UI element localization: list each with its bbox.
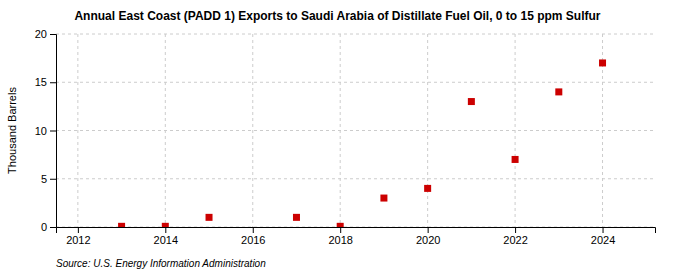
tick: 10 <box>35 125 56 137</box>
tick: 0 <box>41 221 56 233</box>
tick: 5 <box>41 173 56 185</box>
point <box>599 59 606 66</box>
grid-line-x <box>165 34 166 227</box>
grid-line-x <box>77 34 78 227</box>
point <box>512 156 519 163</box>
point <box>337 223 344 227</box>
tick-label: 2022 <box>503 234 527 246</box>
tick-mark <box>515 227 516 233</box>
tick-label: 2020 <box>416 234 440 246</box>
tick: 15 <box>35 76 56 88</box>
tick: 2016 <box>241 227 265 246</box>
chart-svg: 2012 2014 2016 2018 2020 2022 2024 0 5 10 15 20 Annu… <box>0 0 675 275</box>
x-axis: 2012 2014 2016 2018 2020 2022 2024 <box>57 227 656 246</box>
tick-label: 5 <box>41 173 47 185</box>
tick-label: 20 <box>35 28 47 40</box>
point <box>118 223 125 227</box>
grid-line-y <box>56 178 655 179</box>
tick-mark <box>603 227 604 233</box>
tick: 2012 <box>66 227 90 246</box>
point <box>555 88 562 95</box>
grid-line-x <box>515 34 516 227</box>
grid-line-x <box>340 34 341 227</box>
tick: 2018 <box>328 227 352 246</box>
tick-mark <box>340 227 341 233</box>
grid-line-x <box>427 34 428 227</box>
grid-line-x <box>252 34 253 227</box>
tick-mark <box>253 227 254 233</box>
grid-line-y <box>56 82 655 83</box>
y-axis-label: Thousand Barrels <box>6 87 18 174</box>
grid <box>56 34 655 227</box>
point <box>424 185 431 192</box>
tick: 2014 <box>154 227 178 246</box>
tick-mark <box>50 82 56 83</box>
tick: 2022 <box>503 227 527 246</box>
tick-mark <box>50 131 56 132</box>
tick-label: 2012 <box>66 234 90 246</box>
tick-mark <box>50 179 56 180</box>
tick: 2020 <box>416 227 440 246</box>
points <box>118 59 606 227</box>
plot-area: 2012 2014 2016 2018 2020 2022 2024 0 5 10 15 20 <box>35 28 656 246</box>
title: Annual East Coast (PADD 1) Exports to Sa… <box>74 9 600 23</box>
tick-label: 2018 <box>328 234 352 246</box>
tick-mark <box>78 227 79 233</box>
tick-mark <box>50 34 56 35</box>
tick: 20 <box>35 28 56 40</box>
point <box>468 98 475 105</box>
tick-label: 2016 <box>241 234 265 246</box>
tick-mark <box>50 227 56 228</box>
tick-label: 2024 <box>591 234 615 246</box>
axis-line <box>50 35 57 228</box>
point <box>293 214 300 221</box>
point <box>162 223 169 227</box>
source: Source: U.S. Energy Information Administ… <box>56 258 266 269</box>
tick-label: 10 <box>35 125 47 137</box>
chart-container: 2012 2014 2016 2018 2020 2022 2024 0 5 10 15 20 Annu… <box>0 0 675 275</box>
tick-label: 0 <box>41 221 47 233</box>
point <box>206 214 213 221</box>
grid-line-y <box>56 130 655 131</box>
tick-label: 2014 <box>154 234 178 246</box>
y-axis: 0 5 10 15 20 <box>35 28 57 233</box>
tick: 2024 <box>591 227 615 246</box>
point <box>380 195 387 202</box>
tick-mark <box>165 227 166 233</box>
tick-mark <box>428 227 429 233</box>
grid-line-y <box>56 34 655 35</box>
tick-label: 15 <box>35 76 47 88</box>
axis-line <box>57 228 656 234</box>
